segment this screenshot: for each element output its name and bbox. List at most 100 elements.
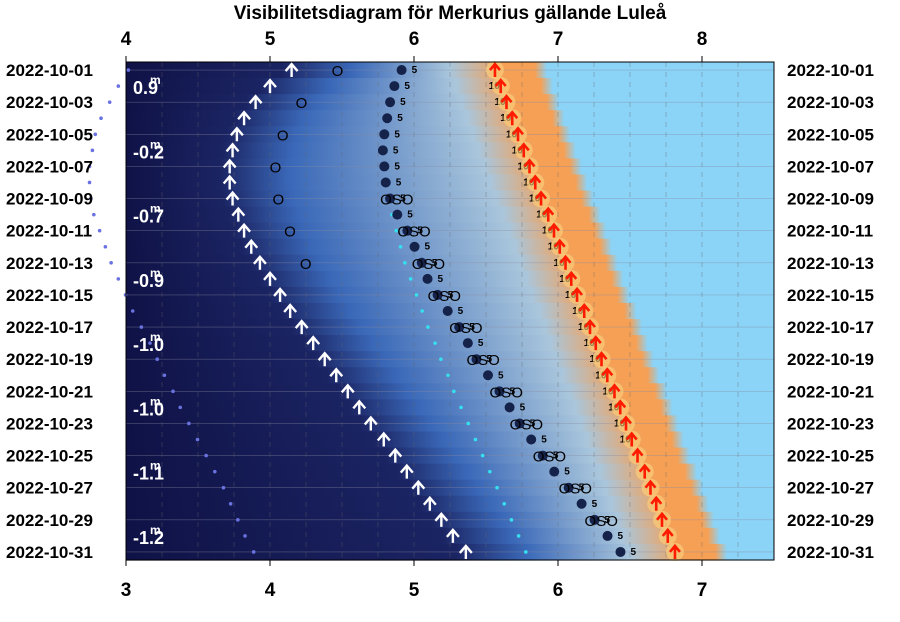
date-label-right: 2022-10-03 bbox=[787, 93, 874, 112]
mercury-marker-arrow bbox=[263, 271, 277, 286]
sunrise-arrow bbox=[559, 254, 572, 270]
altitude-label: 5 bbox=[425, 242, 431, 253]
altitude-label: 5 bbox=[564, 467, 570, 478]
altitude-label: 5 bbox=[438, 274, 444, 285]
track-dot-far bbox=[155, 357, 159, 361]
date-label-left: 2022-10-23 bbox=[6, 414, 93, 433]
track-dot-far bbox=[107, 100, 112, 104]
direction-label: O bbox=[300, 256, 312, 273]
date-label-right: 2022-10-19 bbox=[787, 350, 874, 369]
sky-row bbox=[126, 527, 774, 545]
date-label-left: 2022-10-03 bbox=[6, 93, 93, 112]
direction-label: O bbox=[332, 63, 344, 80]
sky-row bbox=[126, 62, 774, 79]
mercury-dot bbox=[615, 546, 626, 557]
track-dot-far bbox=[171, 389, 175, 394]
altitude-label: 5 bbox=[400, 194, 406, 205]
altitude-label: 5 bbox=[397, 113, 403, 124]
track-dot-far bbox=[126, 68, 131, 72]
magnitude-unit: m bbox=[150, 202, 161, 216]
altitude-label: 5 bbox=[618, 531, 624, 542]
sunrise-arrow bbox=[644, 479, 657, 495]
mercury-dot bbox=[409, 241, 420, 252]
mercury-marker-arrow bbox=[248, 94, 263, 110]
date-label-left: 2022-10-01 bbox=[6, 61, 93, 80]
top-axis-tick-label: 5 bbox=[265, 29, 276, 50]
sky-row bbox=[126, 479, 774, 497]
mercury-dot bbox=[432, 289, 443, 300]
track-dot-far bbox=[116, 277, 121, 281]
track-dot-far bbox=[178, 405, 183, 410]
track-dot-near bbox=[488, 469, 492, 474]
mercury-dot bbox=[422, 273, 433, 284]
sunrise-arrow bbox=[614, 399, 627, 415]
mercury-marker-arrow bbox=[237, 110, 251, 126]
sunrise-arrow bbox=[542, 206, 555, 222]
mercury-dot bbox=[382, 113, 393, 124]
mercury-dot bbox=[514, 418, 525, 429]
mercury-dot bbox=[602, 530, 613, 541]
altitude-label: 5 bbox=[407, 210, 413, 221]
altitude-label: 5 bbox=[432, 258, 438, 269]
track-dot-near bbox=[473, 437, 478, 442]
altitude-label: 5 bbox=[400, 97, 406, 108]
date-label-left: 2022-10-21 bbox=[6, 382, 93, 401]
sunrise-arrow bbox=[584, 319, 596, 335]
top-axis-tick-label: 4 bbox=[121, 29, 132, 50]
direction-label: OSO bbox=[510, 416, 543, 433]
sunrise-arrow bbox=[512, 126, 524, 142]
altitude-label: 5 bbox=[404, 81, 410, 92]
altitude-label: 5 bbox=[520, 402, 526, 413]
altitude-label: 5 bbox=[458, 306, 464, 317]
track-dot-near bbox=[408, 277, 413, 281]
mercury-marker-arrow bbox=[399, 463, 414, 479]
mercury-marker-arrow bbox=[294, 319, 309, 335]
date-label-right: 2022-10-15 bbox=[787, 286, 874, 305]
track-dot-far bbox=[87, 164, 92, 169]
altitude-label: 5 bbox=[393, 145, 399, 156]
altitude-label: 5 bbox=[469, 322, 475, 333]
sunrise-arrow bbox=[529, 174, 542, 190]
track-dot-far bbox=[187, 421, 191, 426]
track-dot-far bbox=[130, 309, 135, 313]
mercury-marker-arrow bbox=[263, 78, 277, 94]
sunrise-arrow bbox=[625, 431, 638, 447]
sunrise-arrow bbox=[620, 415, 632, 431]
track-dot-far bbox=[116, 84, 121, 88]
sunrise-arrow bbox=[601, 367, 614, 383]
date-label-left: 2022-10-09 bbox=[6, 190, 93, 209]
plot-frame bbox=[125, 61, 775, 561]
magnitude-unit: m bbox=[150, 330, 161, 344]
sunrise-arrow bbox=[553, 238, 566, 254]
mercury-dot bbox=[389, 81, 400, 92]
direction-label: OSO bbox=[559, 481, 592, 498]
altitude-label: 5 bbox=[541, 435, 547, 446]
mercury-dot bbox=[385, 97, 396, 108]
direction-label: OSO bbox=[380, 192, 413, 209]
bottom-axis-tick-label: 6 bbox=[553, 580, 564, 601]
mercury-marker-arrow bbox=[225, 190, 240, 206]
track-dot-far bbox=[195, 437, 200, 442]
magnitude-unit: m bbox=[150, 266, 161, 280]
track-dot-far bbox=[89, 196, 93, 201]
altitude-label: 5 bbox=[553, 451, 559, 462]
mercury-marker-arrow bbox=[352, 399, 367, 415]
sunrise-arrow bbox=[565, 270, 578, 286]
sky-row bbox=[126, 431, 774, 449]
track-dot-near bbox=[466, 421, 471, 426]
direction-label: O bbox=[273, 192, 285, 209]
sunrise-arrow bbox=[668, 543, 681, 559]
altitude-label: 5 bbox=[530, 418, 536, 429]
track-dot-near bbox=[420, 309, 424, 313]
sky-row bbox=[126, 463, 774, 481]
sunrise-arrow bbox=[589, 335, 602, 351]
magnitude-unit: m bbox=[150, 137, 161, 151]
sunrise-arrow bbox=[578, 302, 591, 318]
altitude-label: 5 bbox=[510, 386, 516, 397]
date-label-right: 2022-10-13 bbox=[787, 254, 874, 273]
altitude-label: 5 bbox=[630, 547, 636, 558]
date-label-right: 2022-10-23 bbox=[787, 414, 874, 433]
date-label-right: 2022-10-31 bbox=[787, 543, 874, 562]
track-dot-far bbox=[139, 325, 144, 329]
mercury-dot bbox=[471, 354, 482, 365]
